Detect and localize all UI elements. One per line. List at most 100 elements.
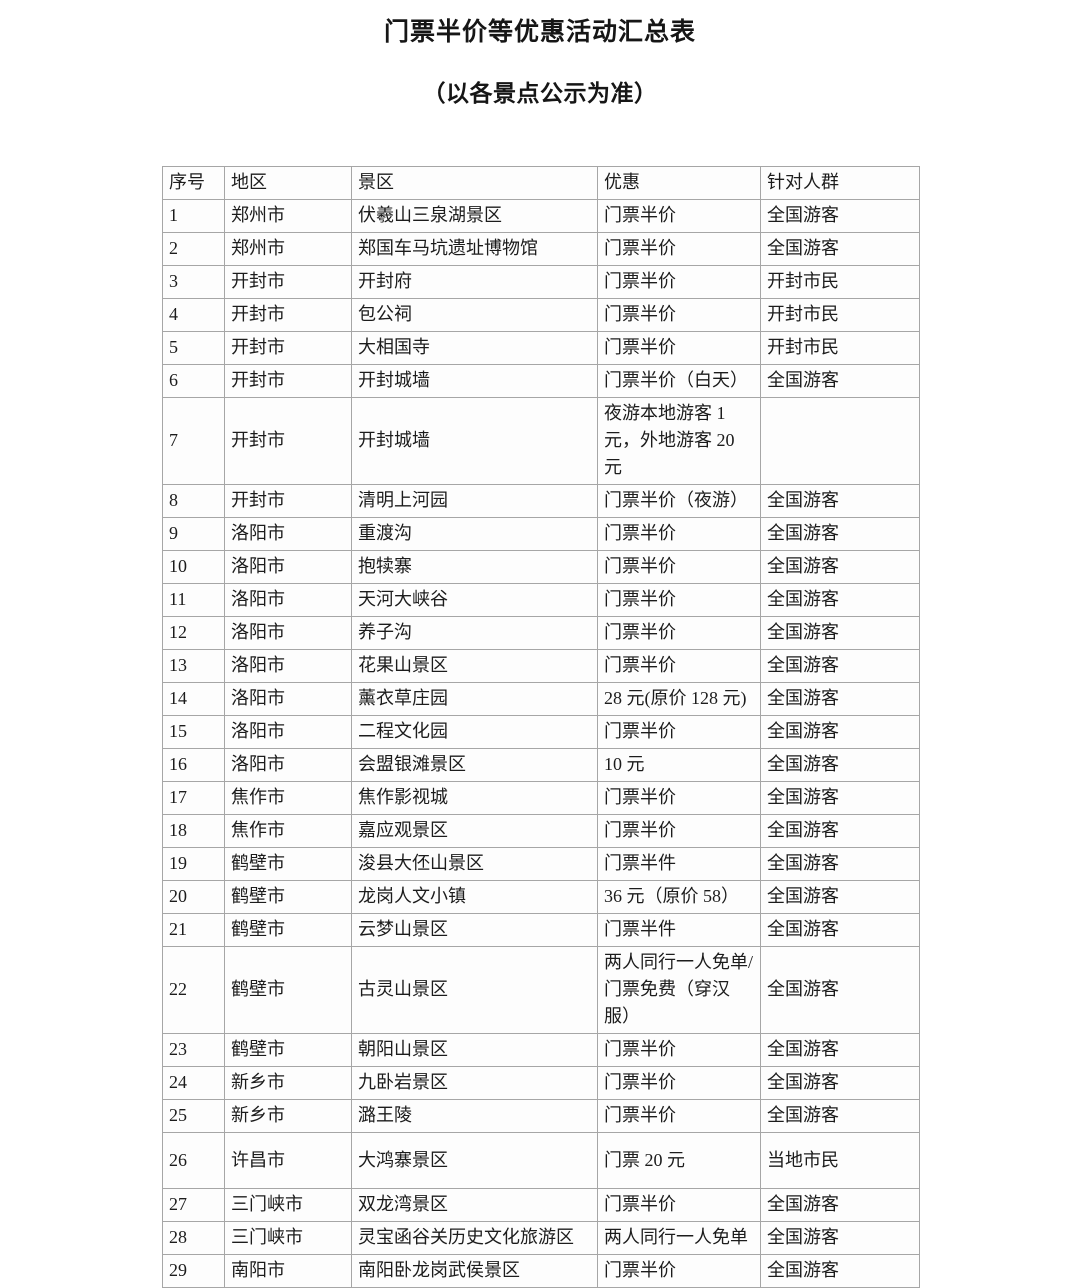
- cell-spot: 重渡沟: [351, 517, 598, 551]
- cell-audience: 全国游客: [760, 550, 920, 584]
- cell-promotion: 门票 20 元: [597, 1132, 761, 1189]
- cell-audience: 全国游客: [760, 847, 920, 881]
- cell-area: 洛阳市: [224, 682, 352, 716]
- cell-area: 开封市: [224, 265, 352, 299]
- cell-area: 三门峡市: [224, 1221, 352, 1255]
- cell-audience: 全国游客: [760, 781, 920, 815]
- cell-area: 鹤壁市: [224, 946, 352, 1034]
- cell-audience: 开封市民: [760, 265, 920, 299]
- cell-index: 7: [162, 397, 225, 485]
- cell-promotion: 门票半价: [597, 1033, 761, 1067]
- cell-spot: 花果山景区: [351, 649, 598, 683]
- cell-index: 12: [162, 616, 225, 650]
- cell-spot: 伏羲山三泉湖景区: [351, 199, 598, 233]
- cell-index: 29: [162, 1254, 225, 1288]
- cell-promotion: 门票半价: [597, 814, 761, 848]
- cell-spot: 二程文化园: [351, 715, 598, 749]
- table-header-row: 序号 地区 景区 优惠 针对人群: [162, 166, 920, 200]
- cell-audience: 开封市民: [760, 298, 920, 332]
- cell-audience: 全国游客: [760, 1033, 920, 1067]
- discount-activity-summary-table: 序号 地区 景区 优惠 针对人群 1 郑州市 伏羲山三泉湖景区 门票半价 全国游客 2 郑州…: [162, 166, 920, 1288]
- cell-promotion: 门票半价: [597, 583, 761, 617]
- table-row: 20 鹤壁市 龙岗人文小镇 36 元（原价 58） 全国游客: [162, 880, 920, 914]
- cell-audience: [760, 397, 920, 485]
- cell-promotion: 门票半价: [597, 298, 761, 332]
- cell-index: 13: [162, 649, 225, 683]
- cell-spot: 焦作影视城: [351, 781, 598, 815]
- cell-index: 21: [162, 913, 225, 947]
- cell-promotion: 门票半价: [597, 232, 761, 266]
- cell-area: 焦作市: [224, 814, 352, 848]
- cell-spot: 薰衣草庄园: [351, 682, 598, 716]
- table-row: 12 洛阳市 养子沟 门票半价 全国游客: [162, 616, 920, 650]
- table-row: 4 开封市 包公祠 门票半价 开封市民: [162, 298, 920, 332]
- cell-area: 郑州市: [224, 199, 352, 233]
- cell-index: 15: [162, 715, 225, 749]
- cell-index: 26: [162, 1132, 225, 1189]
- cell-audience: 全国游客: [760, 946, 920, 1034]
- cell-index: 23: [162, 1033, 225, 1067]
- cell-spot: 抱犊寨: [351, 550, 598, 584]
- column-header-index: 序号: [162, 166, 225, 200]
- cell-spot: 朝阳山景区: [351, 1033, 598, 1067]
- cell-area: 洛阳市: [224, 583, 352, 617]
- cell-promotion: 两人同行一人免单: [597, 1221, 761, 1255]
- table-row: 13 洛阳市 花果山景区 门票半价 全国游客: [162, 649, 920, 683]
- table-row: 17 焦作市 焦作影视城 门票半价 全国游客: [162, 781, 920, 815]
- table-row: 2 郑州市 郑国车马坑遗址博物馆 门票半价 全国游客: [162, 232, 920, 266]
- cell-promotion: 门票半件: [597, 913, 761, 947]
- cell-index: 11: [162, 583, 225, 617]
- cell-area: 三门峡市: [224, 1188, 352, 1222]
- cell-index: 19: [162, 847, 225, 881]
- cell-area: 鹤壁市: [224, 880, 352, 914]
- column-header-area: 地区: [224, 166, 352, 200]
- cell-index: 28: [162, 1221, 225, 1255]
- table-row: 7 开封市 开封城墙 夜游本地游客 1 元，外地游客 20 元: [162, 397, 920, 485]
- cell-spot: 清明上河园: [351, 484, 598, 518]
- cell-spot: 郑国车马坑遗址博物馆: [351, 232, 598, 266]
- cell-audience: 全国游客: [760, 913, 920, 947]
- table-row: 1 郑州市 伏羲山三泉湖景区 门票半价 全国游客: [162, 199, 920, 233]
- cell-promotion: 门票半件: [597, 847, 761, 881]
- cell-spot: 开封城墙: [351, 397, 598, 485]
- cell-audience: 全国游客: [760, 1099, 920, 1133]
- cell-spot: 灵宝函谷关历史文化旅游区: [351, 1221, 598, 1255]
- cell-audience: 全国游客: [760, 616, 920, 650]
- cell-spot: 包公祠: [351, 298, 598, 332]
- cell-index: 9: [162, 517, 225, 551]
- cell-index: 27: [162, 1188, 225, 1222]
- cell-area: 新乡市: [224, 1066, 352, 1100]
- cell-area: 洛阳市: [224, 550, 352, 584]
- table-row: 23 鹤壁市 朝阳山景区 门票半价 全国游客: [162, 1033, 920, 1067]
- cell-promotion: 门票半价: [597, 199, 761, 233]
- table-row: 22 鹤壁市 古灵山景区 两人同行一人免单/门票免费（穿汉服） 全国游客: [162, 946, 920, 1034]
- cell-promotion: 门票半价: [597, 1254, 761, 1288]
- page-subtitle: （以各景点公示为准）: [422, 80, 658, 106]
- table-row: 5 开封市 大相国寺 门票半价 开封市民: [162, 331, 920, 365]
- cell-audience: 全国游客: [760, 364, 920, 398]
- cell-promotion: 门票半价: [597, 649, 761, 683]
- cell-audience: 全国游客: [760, 715, 920, 749]
- cell-audience: 当地市民: [760, 1132, 920, 1189]
- cell-spot: 大相国寺: [351, 331, 598, 365]
- cell-spot: 云梦山景区: [351, 913, 598, 947]
- table-row: 8 开封市 清明上河园 门票半价（夜游） 全国游客: [162, 484, 920, 518]
- cell-audience: 全国游客: [760, 1066, 920, 1100]
- cell-area: 焦作市: [224, 781, 352, 815]
- cell-spot: 南阳卧龙岗武侯景区: [351, 1254, 598, 1288]
- table-row: 9 洛阳市 重渡沟 门票半价 全国游客: [162, 517, 920, 551]
- cell-spot: 会盟银滩景区: [351, 748, 598, 782]
- cell-promotion: 门票半价（夜游）: [597, 484, 761, 518]
- cell-area: 洛阳市: [224, 748, 352, 782]
- cell-index: 17: [162, 781, 225, 815]
- table-row: 25 新乡市 潞王陵 门票半价 全国游客: [162, 1099, 920, 1133]
- cell-area: 洛阳市: [224, 715, 352, 749]
- cell-audience: 全国游客: [760, 1188, 920, 1222]
- column-header-audience: 针对人群: [760, 166, 920, 200]
- cell-promotion: 夜游本地游客 1 元，外地游客 20 元: [597, 397, 761, 485]
- table-row: 24 新乡市 九卧岩景区 门票半价 全国游客: [162, 1066, 920, 1100]
- cell-index: 6: [162, 364, 225, 398]
- cell-spot: 九卧岩景区: [351, 1066, 598, 1100]
- cell-index: 10: [162, 550, 225, 584]
- cell-promotion: 门票半价: [597, 715, 761, 749]
